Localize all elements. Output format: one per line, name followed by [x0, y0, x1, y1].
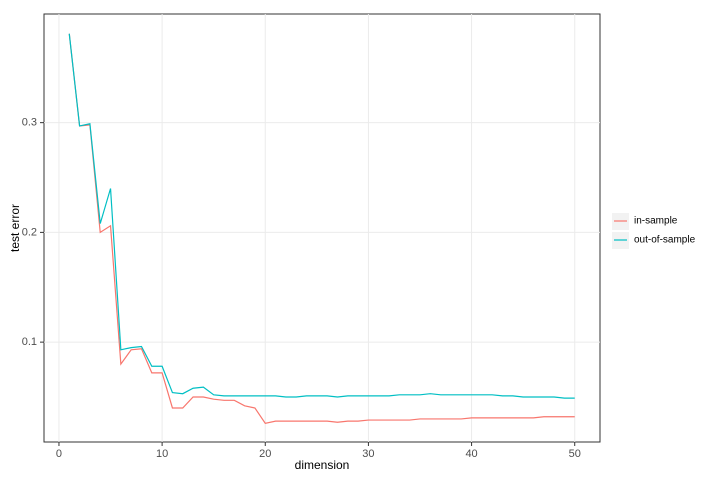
- y-axis-title: test error: [8, 204, 22, 252]
- x-tick-label: 10: [156, 448, 168, 460]
- x-tick-label: 40: [465, 448, 477, 460]
- x-tick-label: 0: [56, 448, 62, 460]
- x-tick-label: 50: [569, 448, 581, 460]
- x-tick-label: 20: [259, 448, 271, 460]
- series-line: [68, 33, 575, 425]
- legend-label: out-of-sample: [634, 235, 696, 246]
- y-tick-label: 0.1: [22, 336, 37, 348]
- y-tick-label: 0.2: [22, 226, 37, 238]
- x-tick-label: 30: [362, 448, 374, 460]
- series-line: [68, 33, 575, 399]
- legend-label: in-sample: [634, 216, 678, 227]
- panel: [43, 13, 601, 443]
- y-tick-label: 0.3: [22, 117, 37, 129]
- x-axis-title: dimension: [295, 458, 350, 472]
